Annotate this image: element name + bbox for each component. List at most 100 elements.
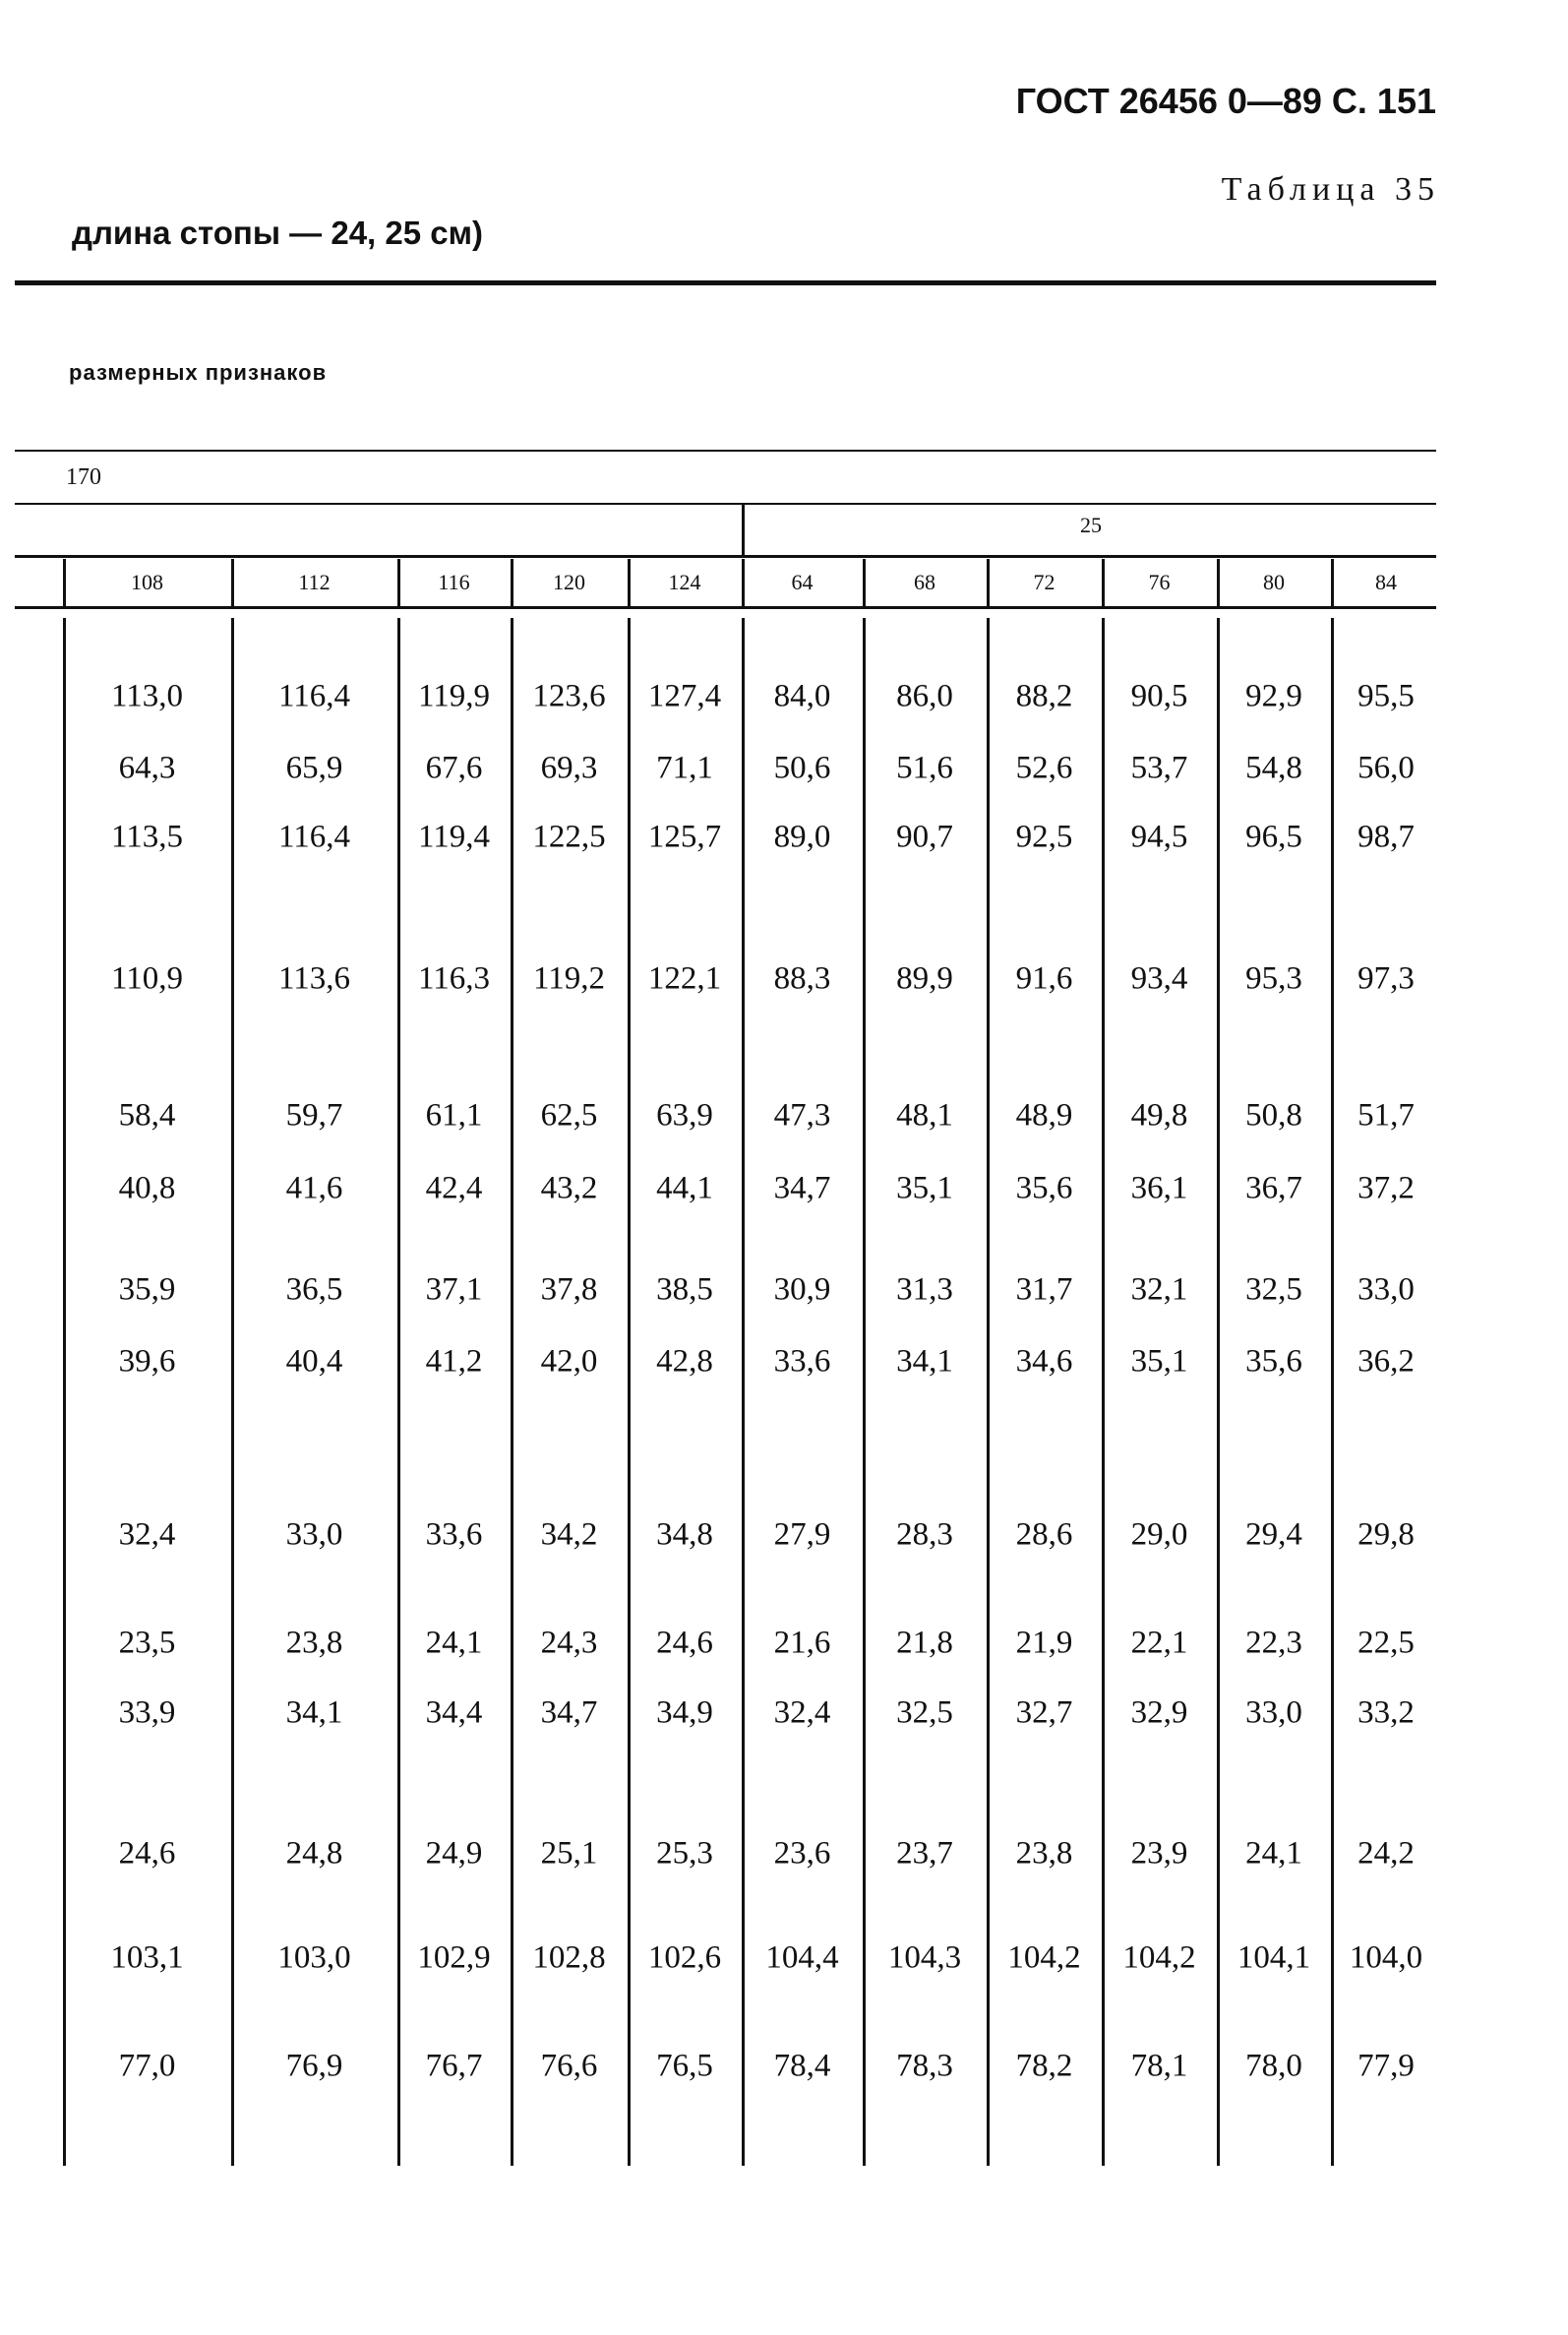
table-cell: 35,1 — [896, 1170, 953, 1206]
table-cell: 125,7 — [647, 819, 722, 855]
table-cell: 43,2 — [540, 1170, 598, 1206]
table-cell: 64,3 — [118, 750, 176, 786]
table-cell: 113,5 — [110, 819, 184, 855]
column-divider — [231, 618, 234, 2166]
table-cell: 50,8 — [1245, 1097, 1302, 1134]
table-cell: 29,4 — [1245, 1516, 1302, 1553]
table-cell: 25,3 — [656, 1835, 713, 1872]
table-cell: 28,6 — [1015, 1516, 1073, 1553]
table-cell: 25,1 — [540, 1835, 598, 1872]
column-divider — [628, 618, 631, 2166]
table-cell: 63,9 — [656, 1097, 713, 1134]
table-cell: 77,9 — [1357, 2048, 1415, 2084]
table-cell: 113,6 — [277, 960, 351, 997]
table-cell: 34,7 — [773, 1170, 831, 1206]
column-header: 112 — [298, 570, 331, 594]
table-cell: 76,9 — [285, 2048, 343, 2084]
table-cell: 116,4 — [277, 678, 351, 714]
table-cell: 69,3 — [540, 750, 598, 786]
table-cell: 37,8 — [540, 1271, 598, 1308]
table-cell: 42,0 — [540, 1343, 598, 1380]
table-cell: 21,8 — [896, 1625, 953, 1661]
column-header: 108 — [131, 570, 163, 594]
table-cell: 27,9 — [773, 1516, 831, 1553]
table-cell: 35,6 — [1245, 1343, 1302, 1380]
table-cell: 40,4 — [285, 1343, 343, 1380]
column-divider — [397, 559, 400, 606]
title-fragment: длина стопы — 24, 25 см) — [72, 215, 484, 251]
table-cell: 48,1 — [896, 1097, 953, 1134]
table-cell: 102,9 — [417, 1939, 491, 1976]
table-cell: 29,8 — [1357, 1516, 1415, 1553]
table-cell: 28,3 — [896, 1516, 953, 1553]
table-cell: 47,3 — [773, 1097, 831, 1134]
column-header: 80 — [1263, 570, 1285, 594]
table-cell: 22,3 — [1245, 1625, 1302, 1661]
table-cell: 76,7 — [425, 2048, 483, 2084]
column-divider — [397, 618, 400, 2166]
table-cell: 119,2 — [532, 960, 606, 997]
table-cell: 33,0 — [1245, 1694, 1302, 1731]
table-cell: 104,0 — [1349, 1939, 1423, 1976]
table-cell: 119,9 — [417, 678, 491, 714]
column-divider — [742, 559, 745, 606]
table-cell: 30,9 — [773, 1271, 831, 1308]
table-cell: 24,2 — [1357, 1835, 1415, 1872]
table-cell: 127,4 — [647, 678, 722, 714]
table-cell: 53,7 — [1130, 750, 1188, 786]
table-cell: 51,6 — [896, 750, 953, 786]
divider — [742, 504, 745, 556]
column-divider — [1102, 559, 1105, 606]
table-cell: 36,2 — [1357, 1343, 1415, 1380]
table-cell: 90,7 — [896, 819, 953, 855]
table-cell: 104,1 — [1236, 1939, 1311, 1976]
table-cell: 31,3 — [896, 1271, 953, 1308]
column-divider — [1102, 618, 1105, 2166]
table-cell: 67,6 — [425, 750, 483, 786]
table-cell: 24,1 — [425, 1625, 483, 1661]
subtitle-fragment: размерных признаков — [69, 360, 328, 385]
table-cell: 33,0 — [285, 1516, 343, 1553]
table-cell: 24,6 — [656, 1625, 713, 1661]
table-cell: 23,9 — [1130, 1835, 1188, 1872]
table-cell: 37,1 — [425, 1271, 483, 1308]
table-cell: 54,8 — [1245, 750, 1302, 786]
table-cell: 77,0 — [118, 2048, 176, 2084]
table-cell: 93,4 — [1130, 960, 1188, 997]
table-cell: 38,5 — [656, 1271, 713, 1308]
table-cell: 51,7 — [1357, 1097, 1415, 1134]
table-cell: 65,9 — [285, 750, 343, 786]
table-cell: 39,6 — [118, 1343, 176, 1380]
table-cell: 96,5 — [1245, 819, 1302, 855]
table-label: Таблица 35 — [1221, 171, 1440, 208]
table-cell: 58,4 — [118, 1097, 176, 1134]
table-cell: 78,2 — [1015, 2048, 1073, 2084]
table-cell: 71,1 — [656, 750, 713, 786]
table-cell: 116,4 — [277, 819, 351, 855]
table-cell: 29,0 — [1130, 1516, 1188, 1553]
table-cell: 32,9 — [1130, 1694, 1188, 1731]
rule — [15, 555, 1436, 558]
table-cell: 92,5 — [1015, 819, 1073, 855]
table-cell: 89,9 — [896, 960, 953, 997]
table-cell: 32,5 — [896, 1694, 953, 1731]
table-cell: 95,3 — [1245, 960, 1302, 997]
table-cell: 34,1 — [285, 1694, 343, 1731]
table-cell: 113,0 — [110, 678, 184, 714]
table-cell: 103,1 — [110, 1939, 184, 1976]
table-cell: 62,5 — [540, 1097, 598, 1134]
table-cell: 116,3 — [417, 960, 491, 997]
column-header: 116 — [438, 570, 470, 594]
table-cell: 34,7 — [540, 1694, 598, 1731]
table-cell: 32,1 — [1130, 1271, 1188, 1308]
table-cell: 61,1 — [425, 1097, 483, 1134]
table-cell: 32,4 — [118, 1516, 176, 1553]
height-label: 170 — [66, 464, 101, 490]
table-cell: 41,2 — [425, 1343, 483, 1380]
table-cell: 52,6 — [1015, 750, 1073, 786]
table-cell: 35,9 — [118, 1271, 176, 1308]
column-header: 64 — [791, 570, 814, 594]
table-cell: 36,1 — [1130, 1170, 1188, 1206]
table-cell: 56,0 — [1357, 750, 1415, 786]
